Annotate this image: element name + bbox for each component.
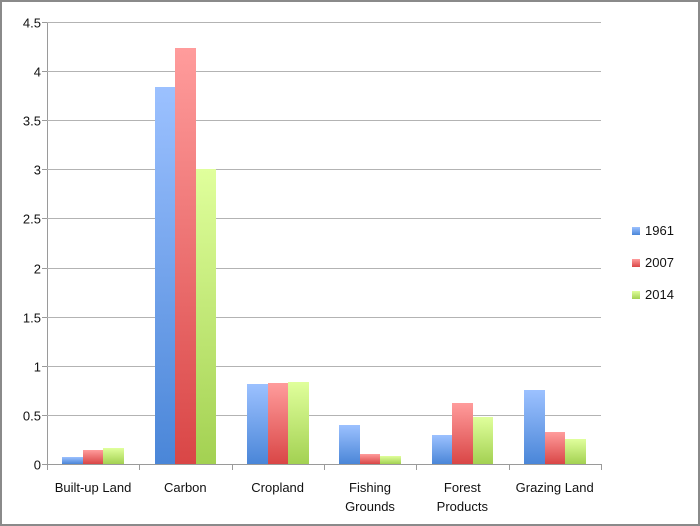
y-tick-mark bbox=[42, 169, 47, 171]
y-tick-mark bbox=[42, 414, 47, 416]
x-tick-mark bbox=[601, 464, 602, 470]
bar-2014-cropland bbox=[288, 381, 309, 464]
gridline bbox=[47, 120, 601, 122]
x-label-line: Built-up Land bbox=[54, 480, 132, 495]
x-category-label: Cropland bbox=[232, 478, 324, 497]
legend-swatch-2014 bbox=[632, 291, 640, 299]
bar-2014-fishing-grounds bbox=[380, 456, 401, 464]
y-tick-mark bbox=[42, 218, 47, 220]
legend-item-2014: 2014 bbox=[632, 286, 692, 306]
legend-label: 2014 bbox=[645, 287, 674, 302]
gridline bbox=[47, 71, 601, 73]
bar-2014-built-up-land bbox=[103, 448, 124, 464]
gridline bbox=[47, 414, 601, 416]
gridline bbox=[47, 22, 601, 23]
y-tick-label: 0.5 bbox=[22, 408, 41, 424]
x-label-line: Grazing Land bbox=[515, 480, 594, 495]
bar-2014-grazing-land bbox=[565, 439, 586, 464]
x-tick-mark bbox=[47, 464, 48, 470]
y-tick-label: 2.5 bbox=[22, 211, 41, 227]
bar-2007-fishing-grounds bbox=[359, 454, 381, 464]
bar-1961-grazing-land bbox=[524, 390, 545, 464]
x-label-line: Forest bbox=[443, 480, 481, 495]
y-tick-mark bbox=[42, 267, 47, 269]
x-category-label: Grazing Land bbox=[509, 478, 601, 497]
x-tick-mark bbox=[324, 464, 325, 470]
y-tick-label: 2 bbox=[33, 261, 41, 277]
x-label-line: Products bbox=[436, 499, 488, 514]
y-tick-label: 1 bbox=[33, 359, 41, 375]
gridline bbox=[47, 316, 601, 318]
gridline bbox=[47, 365, 601, 367]
y-tick-label: 4 bbox=[33, 64, 41, 80]
y-axis bbox=[47, 22, 48, 464]
legend-item-1961: 1961 bbox=[632, 222, 692, 242]
x-label-line: Fishing bbox=[349, 480, 391, 495]
x-tick-mark bbox=[416, 464, 418, 470]
bar-1961-built-up-land bbox=[62, 457, 83, 464]
y-tick-mark bbox=[42, 316, 47, 318]
bar-2014-carbon bbox=[195, 169, 217, 464]
x-tick-mark bbox=[231, 464, 233, 470]
bar-2007-cropland bbox=[267, 383, 289, 464]
gridline bbox=[47, 218, 601, 220]
bar-2007-built-up-land bbox=[82, 450, 104, 464]
legend-label: 1961 bbox=[645, 223, 674, 238]
bar-2007-forest-products bbox=[452, 403, 473, 464]
x-label-line: Carbon bbox=[164, 480, 207, 495]
x-category-label: Fishing Grounds bbox=[324, 478, 416, 516]
y-tick-label: 3 bbox=[33, 162, 41, 178]
y-tick-label: 1.5 bbox=[22, 310, 41, 326]
x-category-label: Built-up Land bbox=[47, 478, 139, 497]
y-tick-mark bbox=[42, 22, 47, 23]
x-category-label: Forest Products bbox=[416, 478, 508, 516]
gridline bbox=[47, 169, 601, 171]
y-tick-mark bbox=[42, 120, 47, 122]
bar-2007-carbon bbox=[175, 47, 196, 464]
x-label-line: Grounds bbox=[345, 499, 395, 514]
y-tick-label: 0 bbox=[33, 457, 41, 473]
x-label-line: Cropland bbox=[251, 480, 305, 495]
bar-2007-grazing-land bbox=[544, 431, 566, 464]
x-tick-mark bbox=[508, 464, 510, 470]
y-tick-mark bbox=[42, 464, 47, 465]
bar-1961-forest-products bbox=[431, 434, 453, 464]
x-tick-mark bbox=[139, 464, 141, 470]
legend-swatch-2007 bbox=[632, 259, 640, 267]
bar-2014-forest-products bbox=[472, 416, 494, 464]
y-tick-label: 4.5 bbox=[22, 15, 41, 31]
plot-area: 0 0.5 1 1.5 2 2.5 3 3.5 4 4.5 Built-up Land Carbon C… bbox=[23, 16, 602, 514]
y-tick-mark bbox=[42, 365, 47, 367]
x-category-label: Carbon bbox=[139, 478, 231, 497]
legend-swatch-1961 bbox=[632, 227, 640, 235]
y-tick-mark bbox=[42, 71, 47, 73]
legend-item-2007: 2007 bbox=[632, 254, 692, 274]
gridline bbox=[47, 267, 601, 269]
legend-label: 2007 bbox=[645, 255, 674, 270]
bar-1961-fishing-grounds bbox=[339, 424, 360, 464]
y-tick-label: 3.5 bbox=[22, 113, 41, 129]
bar-1961-cropland bbox=[247, 384, 268, 464]
bar-1961-carbon bbox=[154, 86, 176, 464]
